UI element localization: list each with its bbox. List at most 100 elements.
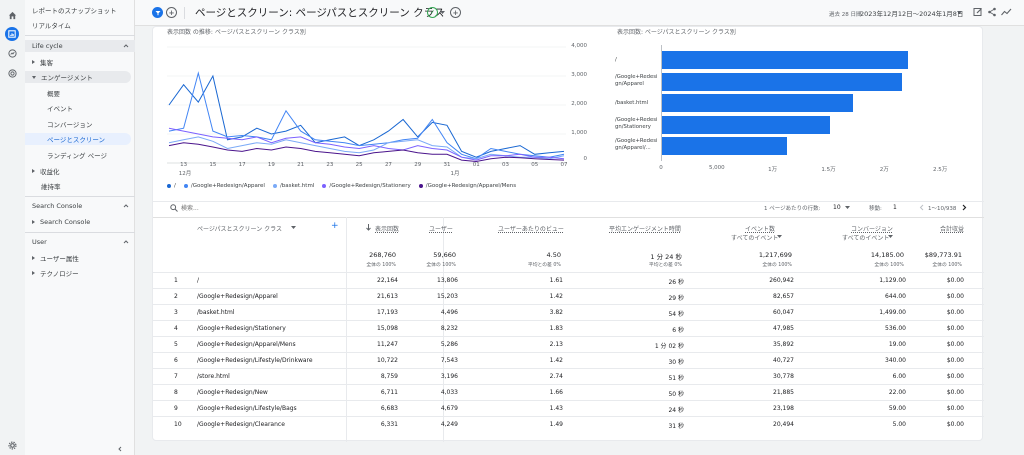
reports-icon[interactable] <box>5 27 19 41</box>
customize-report-icon[interactable] <box>973 7 983 17</box>
conversion-filter-arrow-icon[interactable] <box>888 235 893 239</box>
column-header-event-count[interactable]: イベント数 <box>745 226 776 233</box>
row-page-path[interactable]: /Google+Redesign/Apparel/Mens <box>197 341 296 348</box>
share-icon[interactable] <box>987 7 997 17</box>
row-page-path[interactable]: /Google+Redesign/Lifestyle/Bags <box>197 405 297 412</box>
insights-icon[interactable] <box>1001 7 1012 17</box>
table-row[interactable]: 3/basket.html 17,193 4,496 3.82 54 秒 60,047 1,… <box>153 304 984 320</box>
bar[interactable] <box>661 51 909 69</box>
settings-gear-icon[interactable] <box>5 438 19 452</box>
nav-section-search-console[interactable]: Search Console <box>25 200 135 212</box>
table-row[interactable]: 7/store.html 8,759 3,196 2.74 51 秒 30,778 6.00… <box>153 368 984 384</box>
row-page-path[interactable]: /store.html <box>197 373 230 380</box>
legend-item[interactable]: /Google+Redesign/Apparel/Mens <box>418 183 516 189</box>
nav-item-engagement[interactable]: エンゲージメント <box>25 71 131 83</box>
page-range: 1～10/938 <box>928 206 957 212</box>
conversion-filter[interactable]: すべてのイベント <box>842 235 890 242</box>
date-dropdown-arrow-icon[interactable] <box>957 11 962 15</box>
series-line[interactable] <box>168 136 565 160</box>
nav-item-monetization[interactable]: 収益化 <box>25 165 135 177</box>
nav-section-lifecycle[interactable]: Life cycle <box>25 40 135 52</box>
event-filter-arrow-icon[interactable] <box>777 235 782 239</box>
filter-badge-icon[interactable] <box>152 7 163 18</box>
next-page-chevron-icon[interactable] <box>961 204 967 211</box>
nav-search-console-label: Search Console <box>40 218 91 226</box>
row-views: 8,759 <box>380 373 398 380</box>
nav-item-acquisition[interactable]: 集客 <box>25 56 135 68</box>
column-header-conversions[interactable]: コンバージョン <box>851 226 893 233</box>
date-range-picker[interactable]: 2023年12月12日～2024年1月8日 <box>860 10 964 18</box>
total-revenue: $89,773.91 <box>924 251 962 259</box>
nav-snapshot[interactable]: レポートのスナップショット <box>25 4 135 16</box>
series-line[interactable] <box>168 127 565 161</box>
sort-descending-arrow-icon[interactable] <box>366 224 371 231</box>
line-chart[interactable] <box>167 41 597 181</box>
dimension-dropdown-arrow-icon[interactable] <box>291 226 296 230</box>
collapse-nav-chevron-icon[interactable] <box>117 446 123 452</box>
nav-item-events[interactable]: イベント <box>25 102 135 114</box>
prev-page-chevron-icon[interactable] <box>919 204 925 211</box>
series-line[interactable] <box>168 142 565 163</box>
table-row[interactable]: 5/Google+Redesign/Apparel/Mens 11,247 5,28… <box>153 336 984 352</box>
nav-realtime[interactable]: リアルタイム <box>25 19 135 31</box>
bar[interactable] <box>661 137 787 155</box>
explore-icon[interactable] <box>5 46 19 60</box>
nav-item-pages-screens[interactable]: ページとスクリーン <box>25 133 131 145</box>
legend-item[interactable]: /basket.html <box>272 183 314 189</box>
rows-dropdown-arrow-icon[interactable] <box>845 206 850 210</box>
table-row[interactable]: 4/Google+Redesign/Stationery 15,098 8,232 1… <box>153 320 984 336</box>
column-header-avg-engagement[interactable]: 平均エンゲージメント時間 <box>609 226 681 233</box>
column-header-views-per-user[interactable]: ユーザーあたりのビュー <box>498 226 564 233</box>
add-icon[interactable]: + <box>450 7 461 18</box>
legend-item[interactable]: / <box>167 183 176 189</box>
bar[interactable] <box>661 72 903 91</box>
table-row[interactable]: 6/Google+Redesign/Lifestyle/Drinkware 10,… <box>153 352 984 368</box>
add-dimension-plus-icon[interactable]: + <box>331 221 339 231</box>
nav-overview-label: 概要 <box>47 90 60 98</box>
nav-section-user[interactable]: User <box>25 236 135 248</box>
column-header-users[interactable]: ユーザー <box>429 226 453 233</box>
verified-check-icon[interactable]: ✓ <box>427 7 438 18</box>
row-views-per-user: 1.42 <box>549 293 563 300</box>
row-page-path[interactable]: /Google+Redesign/Stationery <box>197 325 286 332</box>
legend-item[interactable]: /Google+Redesign/Stationery <box>322 183 411 189</box>
total-views-per-user: 4.50 <box>546 251 561 259</box>
nav-item-landing-page[interactable]: ランディング ページ <box>25 149 135 161</box>
row-event-count: 260,942 <box>769 277 794 284</box>
add-comparison-icon[interactable]: + <box>166 7 177 18</box>
table-search-input[interactable] <box>181 203 301 213</box>
row-page-path[interactable]: /Google+Redesign/Clearance <box>197 421 285 428</box>
row-page-path[interactable]: /Google+Redesign/Apparel <box>197 293 278 300</box>
rows-per-page-select[interactable]: 10 <box>833 204 841 211</box>
bar[interactable] <box>661 115 830 134</box>
advertising-icon[interactable] <box>5 66 19 80</box>
row-page-path[interactable]: /Google+Redesign/New <box>197 389 268 396</box>
table-row[interactable]: 2/Google+Redesign/Apparel 21,613 15,203 1.4… <box>153 288 984 304</box>
table-row[interactable]: 1 / 22,164 13,806 1.61 26 秒 260,942 1,129.00 $0.… <box>153 272 984 288</box>
row-page-path[interactable]: /Google+Redesign/Lifestyle/Drinkware <box>197 357 313 364</box>
nav-item-retention[interactable]: 維持率 <box>25 180 135 192</box>
row-revenue: $0.00 <box>946 325 964 332</box>
x-tick: 07 <box>560 162 568 168</box>
series-line[interactable] <box>168 71 565 160</box>
home-icon[interactable] <box>5 8 19 22</box>
legend-label: /Google+Redesign/Apparel <box>190 183 265 189</box>
table-row[interactable]: 10/Google+Redesign/Clearance 6,331 4,249 1.… <box>153 416 984 432</box>
nav-item-conversions[interactable]: コンバージョン <box>25 118 135 130</box>
table-row[interactable]: 8/Google+Redesign/New 6,711 4,033 1.66 50 秒 2… <box>153 384 984 400</box>
row-page-path[interactable]: / <box>197 277 200 284</box>
nav-item-overview[interactable]: 概要 <box>25 87 135 99</box>
row-page-path[interactable]: /basket.html <box>197 309 235 316</box>
column-header-revenue[interactable]: 合計収益 <box>940 226 965 233</box>
bar[interactable] <box>661 94 853 112</box>
nav-item-search-console[interactable]: Search Console <box>25 216 135 228</box>
nav-item-user-attributes[interactable]: ユーザー属性 <box>25 252 135 264</box>
nav-item-technology[interactable]: テクノロジー <box>25 267 135 279</box>
legend-item[interactable]: /Google+Redesign/Apparel <box>183 183 265 189</box>
table-row[interactable]: 9/Google+Redesign/Lifestyle/Bags 6,683 4,6… <box>153 400 984 416</box>
dropdown-arrow-icon[interactable] <box>440 11 445 15</box>
column-header-views[interactable]: 表示回数 <box>375 226 400 233</box>
goto-page-input[interactable]: 1 <box>893 204 897 211</box>
event-count-filter[interactable]: すべてのイベント <box>731 235 779 242</box>
dimension-header[interactable]: ページパスとスクリーン クラス <box>197 226 283 233</box>
